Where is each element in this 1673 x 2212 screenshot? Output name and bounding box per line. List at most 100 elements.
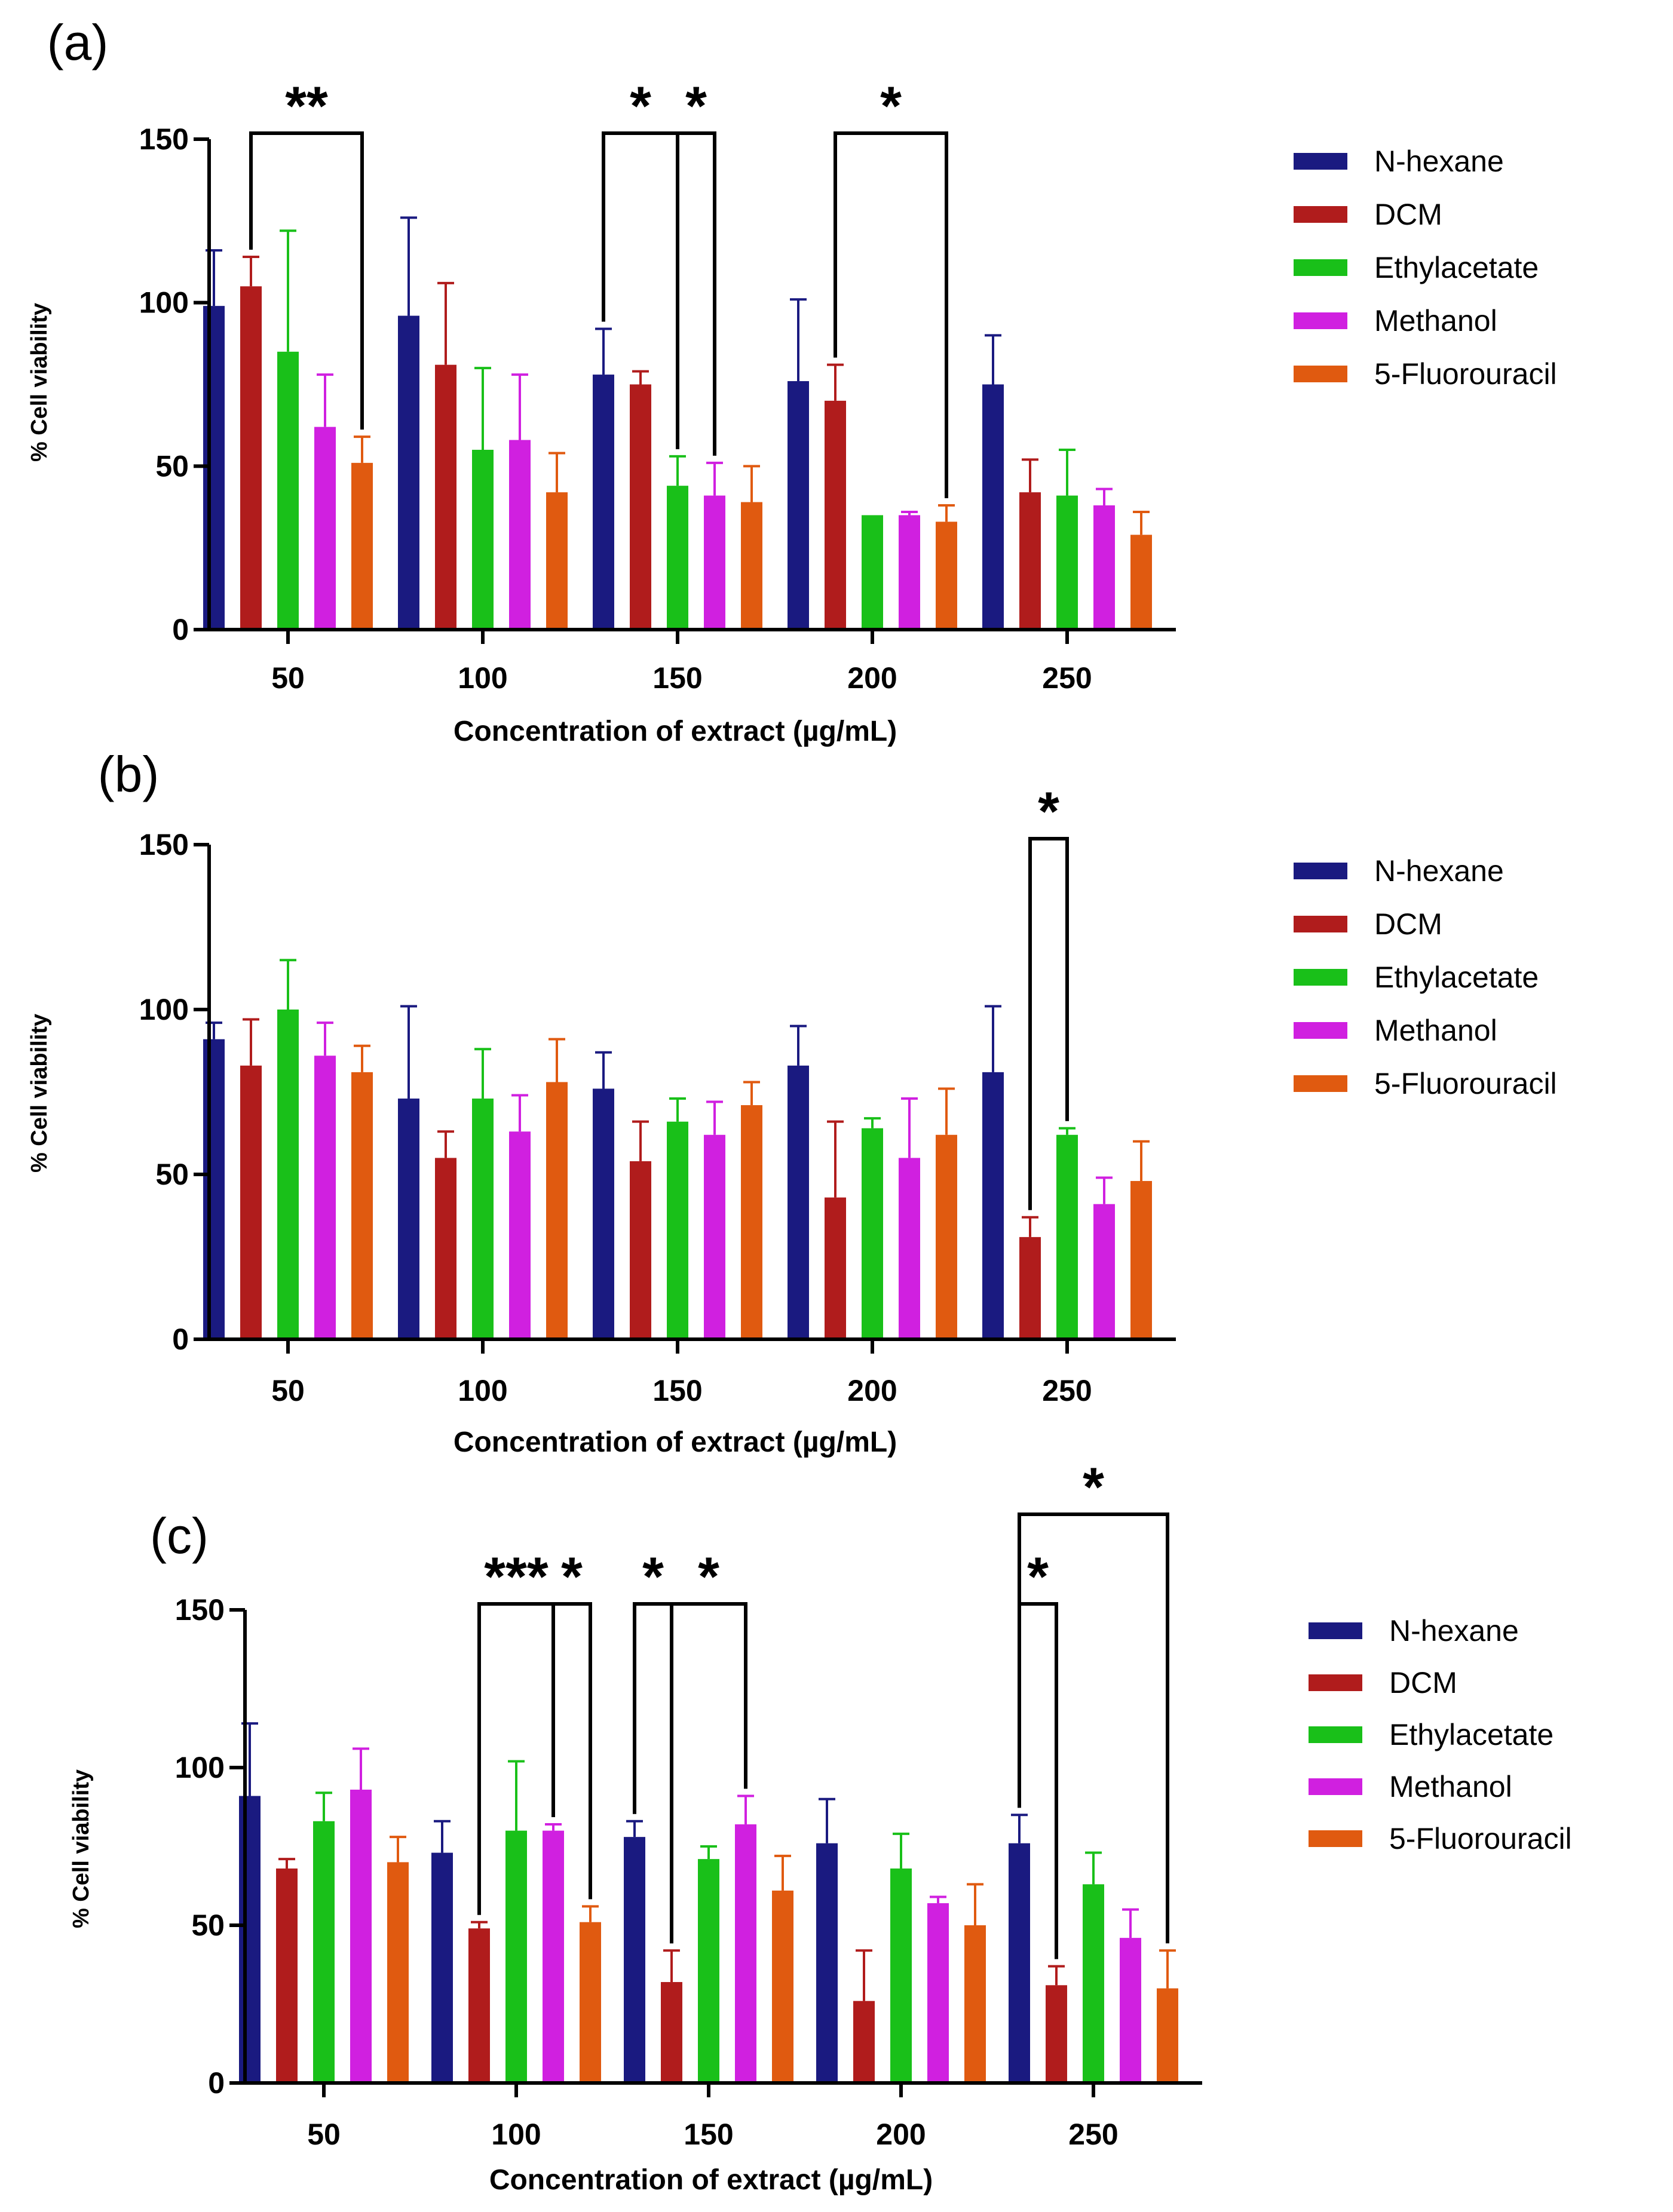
x-tick-label: 150 — [684, 2118, 733, 2151]
y-tick-label: 100 — [139, 286, 189, 320]
bar-methanol-200 — [927, 1903, 949, 2083]
legend-swatch — [1294, 153, 1347, 170]
y-tick-label: 0 — [172, 613, 189, 646]
x-tick-label: 200 — [847, 1374, 897, 1407]
bar-5-fluorouracil-250 — [1157, 1988, 1178, 2083]
x-tick-label: 250 — [1068, 2118, 1118, 2151]
bar-methanol-50 — [314, 1056, 336, 1339]
legend-swatch — [1309, 1674, 1362, 1691]
significance-label: *** — [484, 1547, 549, 1607]
bar-dcm-200 — [853, 2001, 875, 2083]
bar-ethylacetate-50 — [277, 1010, 299, 1339]
bar-ethylacetate-250 — [1056, 1134, 1078, 1339]
significance-bracket — [834, 131, 948, 499]
bar-methanol-250 — [1093, 1204, 1115, 1339]
panel-b: (b) 0 50 100 150 50 100 150 200 250 Concentration … — [27, 746, 1557, 1458]
bar-methanol-200 — [899, 515, 920, 630]
bar-5-fluorouracil-100 — [580, 1922, 601, 2083]
bar-n-hexane-250 — [982, 384, 1004, 630]
significance-label: * — [880, 76, 902, 137]
bar-dcm-50 — [240, 1065, 262, 1339]
bar-5-fluorouracil-100 — [546, 492, 568, 630]
bar-n-hexane-100 — [431, 1852, 453, 2083]
bar-ethylacetate-100 — [472, 449, 494, 630]
bar-dcm-200 — [825, 400, 846, 630]
significance-label: * — [1027, 1547, 1049, 1607]
legend-swatch — [1294, 916, 1347, 932]
bar-methanol-100 — [543, 1830, 564, 2083]
bar-dcm-250 — [1019, 1237, 1041, 1339]
bar-ethylacetate-100 — [505, 1830, 527, 2083]
x-tick-label: 50 — [307, 2118, 341, 2151]
x-tick-label: 100 — [491, 2118, 541, 2151]
bar-5-fluorouracil-150 — [741, 1105, 762, 1339]
bar-ethylacetate-50 — [277, 351, 299, 630]
bar-5-fluorouracil-200 — [964, 1925, 986, 2083]
legend-swatch — [1294, 969, 1347, 986]
panel-c: (c) 0 50 100 150 50 100 150 200 250 Concentration … — [69, 1457, 1572, 2196]
bar-dcm-100 — [435, 364, 456, 630]
bar-n-hexane-250 — [1009, 1843, 1030, 2083]
bar-n-hexane-150 — [593, 375, 614, 630]
significance-label: ** — [285, 76, 328, 137]
legend-swatch — [1294, 312, 1347, 329]
bar-methanol-100 — [509, 1131, 531, 1339]
significance-bracket — [1028, 837, 1069, 1210]
bar-ethylacetate-50 — [313, 1821, 335, 2083]
legend-label: Ethylacetate — [1374, 251, 1539, 284]
bar-5-fluorouracil-150 — [741, 502, 762, 630]
bar-methanol-250 — [1093, 505, 1115, 630]
significance-bracket — [249, 131, 364, 430]
y-axis-title: % Cell viability — [69, 1769, 94, 1928]
bar-ethylacetate-200 — [862, 1128, 883, 1339]
x-tick-label: 250 — [1042, 661, 1092, 695]
bar-5-fluorouracil-250 — [1130, 1181, 1152, 1339]
y-tick-label: 50 — [155, 1158, 189, 1191]
bar-methanol-50 — [350, 1789, 372, 2083]
bar-dcm-250 — [1019, 492, 1041, 630]
bar-ethylacetate-250 — [1056, 495, 1078, 630]
y-tick-label: 50 — [191, 1909, 225, 1942]
bar-methanol-100 — [509, 440, 531, 630]
x-tick-label: 200 — [876, 2118, 926, 2151]
y-axis-title: % Cell viability — [27, 303, 52, 462]
legend-label: DCM — [1374, 907, 1442, 941]
legend-swatch — [1309, 1726, 1362, 1743]
x-tick-label: 250 — [1042, 1374, 1092, 1407]
bar-n-hexane-50 — [239, 1796, 261, 2083]
y-axis-title: % Cell viability — [27, 1014, 52, 1173]
bar-dcm-150 — [661, 1982, 682, 2083]
bar-n-hexane-150 — [593, 1088, 614, 1339]
bar-dcm-100 — [435, 1158, 456, 1339]
bar-methanol-250 — [1120, 1938, 1141, 2083]
x-tick-label: 50 — [271, 661, 305, 695]
bar-ethylacetate-150 — [667, 486, 688, 630]
panel-a: (a) 0 50 100 150 50 100 150 200 250 Concentration … — [27, 14, 1557, 747]
bar-ethylacetate-200 — [862, 515, 883, 630]
legend-swatch — [1309, 1778, 1362, 1795]
bar-5-fluorouracil-50 — [351, 1072, 373, 1339]
x-tick-label: 50 — [271, 1374, 305, 1407]
bar-n-hexane-150 — [624, 1837, 645, 2083]
legend-label: Ethylacetate — [1374, 961, 1539, 994]
bar-methanol-150 — [735, 1824, 756, 2083]
y-tick-label: 0 — [172, 1323, 189, 1356]
legend-label: Methanol — [1389, 1770, 1512, 1803]
legend-label: Ethylacetate — [1389, 1718, 1554, 1751]
x-tick-label: 200 — [847, 661, 897, 695]
bar-5-fluorouracil-100 — [546, 1082, 568, 1339]
bar-methanol-150 — [704, 495, 725, 630]
y-tick-label: 150 — [139, 122, 189, 156]
bar-n-hexane-250 — [982, 1072, 1004, 1339]
significance-label: * — [561, 1547, 583, 1607]
legend-swatch — [1294, 259, 1347, 276]
bar-dcm-100 — [468, 1928, 490, 2083]
bar-n-hexane-50 — [203, 1039, 225, 1339]
x-axis-title: Concentration of extract (µg/mL) — [454, 716, 897, 747]
x-axis-title: Concentration of extract (µg/mL) — [454, 1426, 897, 1458]
significance-label: * — [685, 76, 707, 137]
bar-dcm-150 — [630, 1161, 651, 1339]
legend-swatch — [1309, 1830, 1362, 1847]
legend-label: N-hexane — [1374, 145, 1504, 178]
